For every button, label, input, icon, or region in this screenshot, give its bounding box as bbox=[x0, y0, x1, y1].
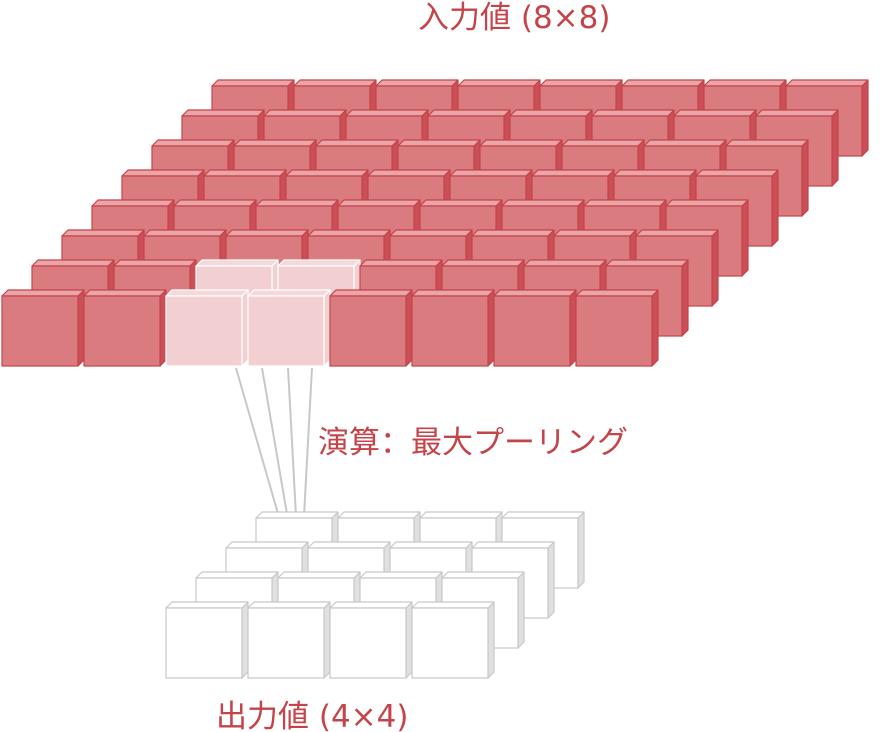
input-cell-r0-c5 bbox=[411, 289, 495, 367]
output-cell-r0-c1 bbox=[247, 601, 331, 679]
operation-label: 演算：最大プーリング bbox=[318, 425, 628, 461]
input-grid bbox=[1, 79, 869, 367]
input-cell-r0-c7 bbox=[575, 289, 659, 367]
output-grid bbox=[165, 511, 585, 679]
input-cell-r0-c0 bbox=[1, 289, 85, 367]
output-title: 出力値 (4×4) bbox=[216, 699, 409, 732]
input-cell-r0-c4 bbox=[329, 289, 413, 367]
input-title: 入力値 (8×8) bbox=[418, 0, 611, 36]
input-cell-r0-c2 bbox=[165, 289, 249, 367]
input-cell-r0-c6 bbox=[493, 289, 577, 367]
input-cell-r0-c1 bbox=[83, 289, 167, 367]
input-cell-r0-c3 bbox=[247, 289, 331, 367]
output-cell-r0-c3 bbox=[411, 601, 495, 679]
output-cell-r0-c2 bbox=[329, 601, 413, 679]
output-cell-r0-c0 bbox=[165, 601, 249, 679]
